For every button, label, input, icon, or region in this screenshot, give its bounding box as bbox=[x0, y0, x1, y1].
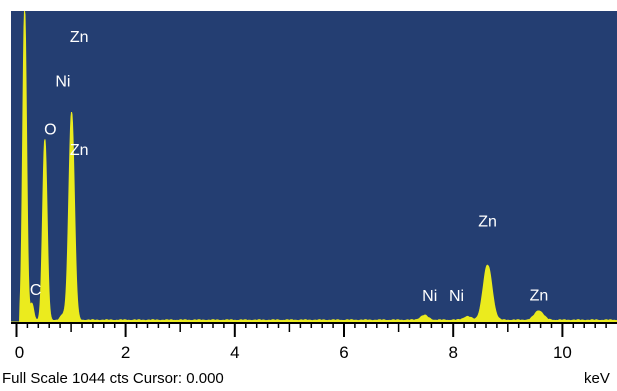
x-tick-label-10: 10 bbox=[553, 343, 572, 362]
peak-label-zn-0: Zn bbox=[70, 29, 89, 46]
x-tick-label-4: 4 bbox=[230, 343, 239, 362]
peak-label-ni-6: Ni bbox=[449, 288, 464, 305]
peak-label-c-4: C bbox=[30, 282, 42, 299]
x-tick-label-2: 2 bbox=[121, 343, 130, 362]
x-tick-label-0: 0 bbox=[15, 343, 24, 362]
peak-label-zn-7: Zn bbox=[478, 214, 497, 231]
x-tick-label-8: 8 bbox=[448, 343, 457, 362]
peak-label-zn-8: Zn bbox=[530, 288, 549, 305]
spectrum-area bbox=[11, 10, 617, 323]
x-axis-tick-labels: 0 2 4 6 8 10 bbox=[15, 343, 572, 362]
x-axis-ticks bbox=[15, 323, 607, 337]
peak-label-ni-5: Ni bbox=[422, 288, 437, 305]
peak-label-zn-3: Zn bbox=[70, 142, 89, 159]
plot-background bbox=[11, 11, 617, 322]
status-readout: Full Scale 1044 cts Cursor: 0.000 bbox=[2, 370, 224, 387]
peak-labels: Zn Ni O Zn C Ni Ni Zn Zn bbox=[30, 29, 548, 305]
peak-label-o-2: O bbox=[44, 121, 56, 138]
unit-label: keV bbox=[584, 370, 610, 387]
peak-label-ni-1: Ni bbox=[55, 74, 70, 91]
x-tick-label-6: 6 bbox=[339, 343, 348, 362]
